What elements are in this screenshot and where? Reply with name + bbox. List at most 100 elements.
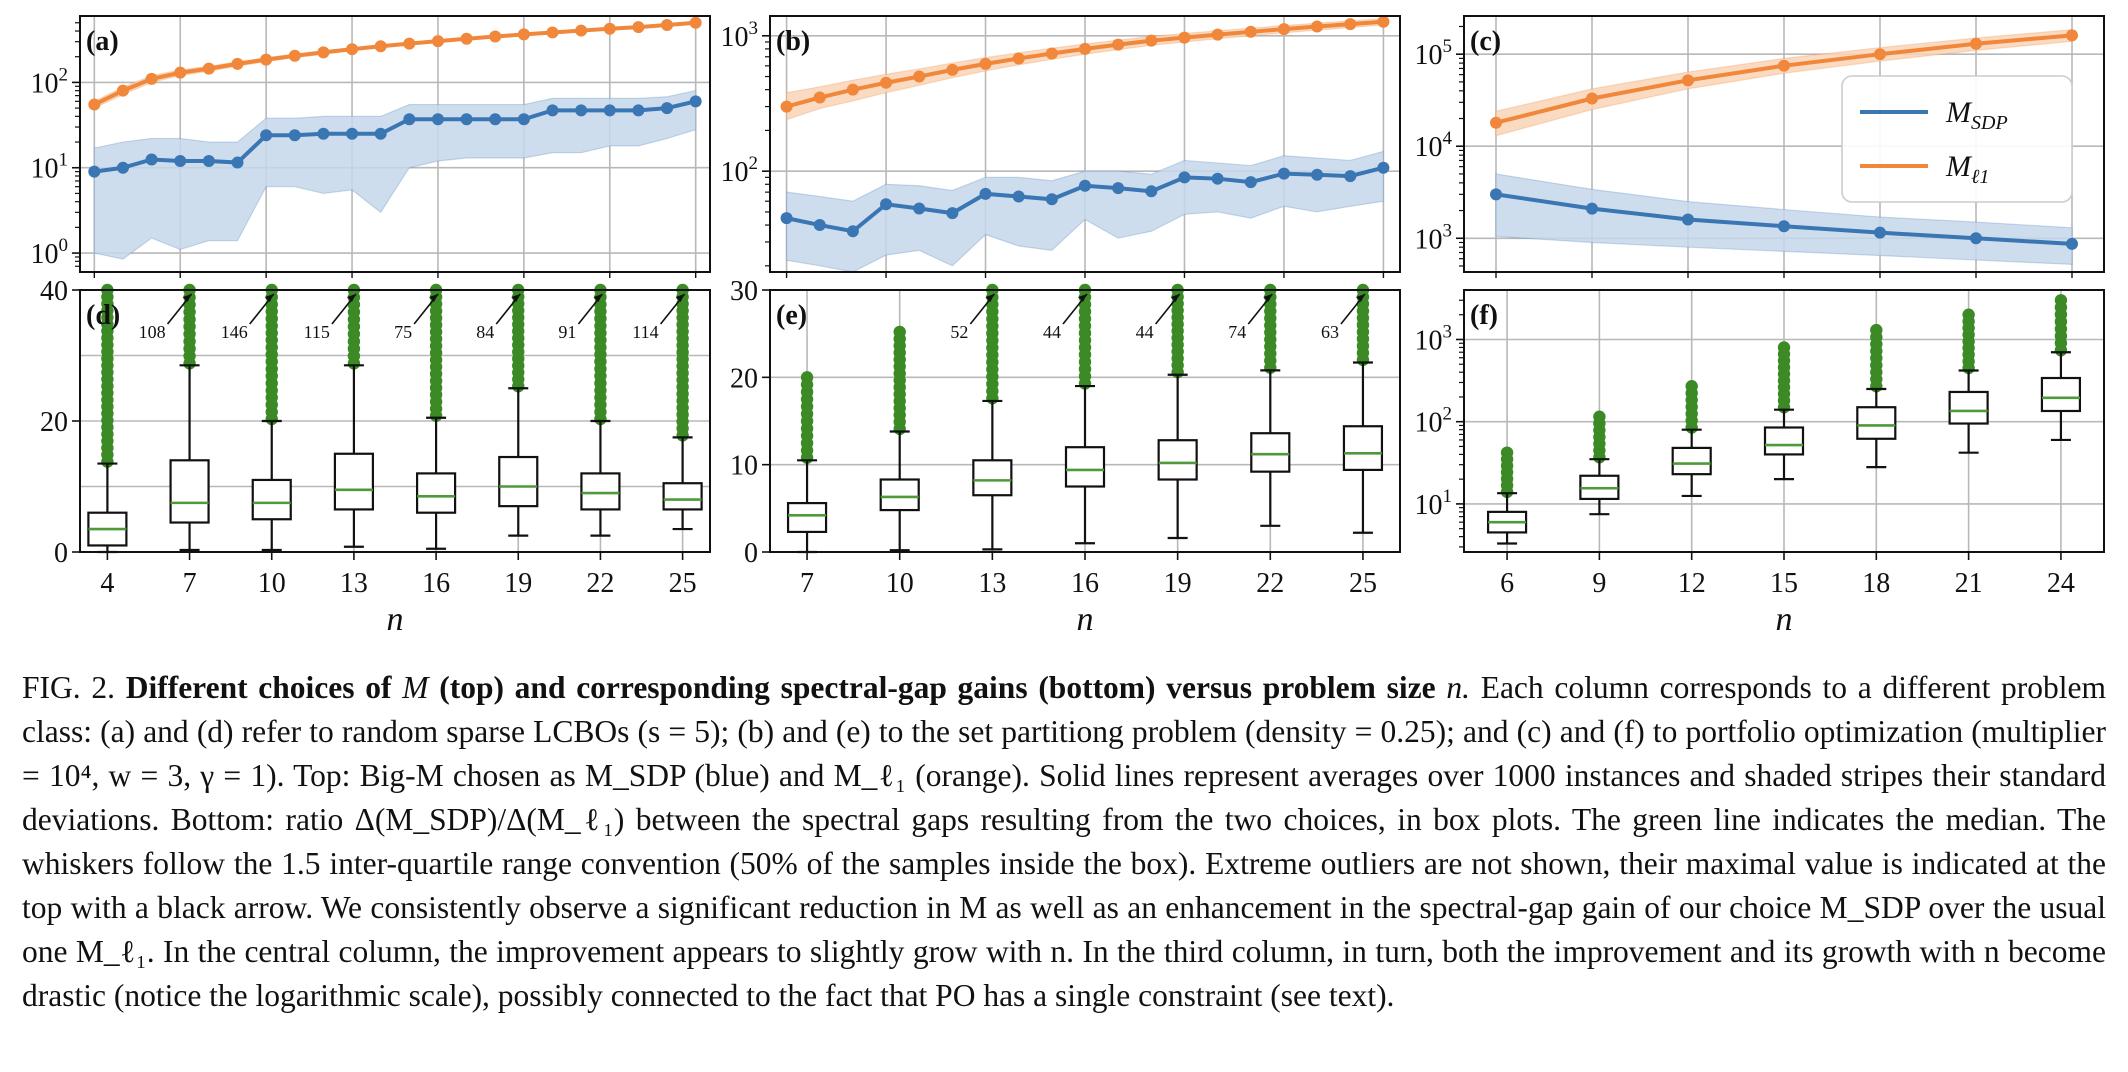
series-l1-point [946,63,959,76]
series-sdp-point [1586,202,1598,215]
x-tick-label: 19 [1164,568,1192,599]
series-l1-point [1012,52,1025,65]
series-sdp-point [813,219,826,232]
y-tick-label: 40 [40,276,68,307]
series-l1-point [1079,42,1091,55]
box-body [662,482,703,511]
series-sdp-point [517,113,530,126]
x-tick-label: 15 [1770,568,1798,599]
x-tick-label: 7 [183,568,197,599]
series-l1-point [1211,28,1224,41]
box-outlier [1500,446,1514,459]
box-body [1856,406,1897,440]
series-l1-point [517,28,530,41]
series-sdp-point [2066,237,2078,250]
y-tick-label: 102 [31,64,69,99]
series-sdp-point [1970,232,1982,245]
series-sdp-point [632,104,645,117]
series-sdp-point [317,127,330,140]
y-tick-label: 20 [40,407,68,438]
series-sdp-point [1344,170,1357,183]
series-l1-line [93,20,696,107]
caption-m-symbol: M [402,670,429,705]
max-arrow-label: 84 [476,322,494,342]
y-tick-label: 101 [31,150,69,185]
series-sdp-point [1244,176,1257,189]
series-sdp-point [603,104,616,117]
caption-n-symbol: n. [1446,670,1470,705]
series-sdp-point [846,225,859,238]
series-l1-point [374,40,387,53]
panel-d: 0 20 40 108 146 115 75 84 91 114 (d) 4 7 10 13 16 19 22 25… [40,276,711,630]
y-tick-label-text: 101 [1415,486,1453,521]
series-sdp-point [575,104,588,117]
caption-fig-label: FIG. 2. [22,670,115,705]
max-arrow-head [675,294,685,302]
y-tick-label-text: 101 [31,150,69,185]
series-sdp-point [346,127,359,140]
y-tick-label: 105 [1415,36,1453,71]
series-sdp-point [689,95,702,108]
series-sdp-point [374,127,387,140]
series-l1-point [1244,25,1257,38]
series-l1-point [1311,20,1324,33]
box-body [972,459,1013,497]
legend-label: Mℓ1 [1945,150,1989,188]
x-tick-label: 16 [422,568,450,599]
x-tick-label: 13 [978,568,1006,599]
max-arrow-label: 75 [394,322,412,342]
series-l1-point [780,100,793,113]
panel-label: (b) [776,26,810,57]
max-arrow-label: 108 [139,322,166,342]
y-tick-label: 102 [1415,404,1453,439]
panel-frame [79,289,711,553]
x-tick-label: 10 [886,568,914,599]
series-sdp-point [880,198,893,211]
x-tick-label: 18 [1862,568,1890,599]
panel-label: (a) [86,26,119,57]
series-l1-point [661,19,674,32]
y-tick-label-text: 103 [721,18,759,53]
box-body [1948,390,1989,425]
max-arrow-label: 74 [1228,322,1246,342]
y-tick-label-text: 103 [1415,220,1453,255]
x-tick-label: 19 [504,568,532,599]
series-l1-point [1490,116,1502,129]
box-outlier [1685,380,1698,393]
series-sdp-point [1682,213,1694,226]
series-l1-point [116,84,129,97]
max-arrow-label: 146 [221,322,248,342]
panel-f: 101 102 103 (f) 6 9 12 15 18 21 24 n [1415,289,2105,630]
panel-a: 100 101 102 (a) [31,15,711,278]
series-l1-point [632,21,645,34]
series-l1-point [346,43,359,56]
series-l1-point [1145,34,1158,47]
box-body [580,472,621,511]
y-tick-label: 104 [1415,128,1453,163]
series-l1-point [317,46,330,59]
series-sdp-point [1490,188,1502,201]
series-l1-point [174,66,187,79]
x-tick-label: 7 [800,568,814,599]
max-arrow-head [593,294,603,302]
series-l1-point [1377,15,1390,28]
series-sdp-point [116,161,129,174]
panel-e: 0 10 20 30 52 44 44 74 63 (e) 7 10 13 16 19 22 25 n [730,276,1401,630]
series-l1-point [1778,59,1790,72]
box-body [1064,446,1106,488]
series-l1-point [1586,92,1598,105]
series-l1-point [575,24,588,37]
series-sdp-point [1012,190,1025,203]
y-tick-label: 101 [1415,486,1453,521]
series-sdp-point [1778,220,1790,233]
series-l1-point [1344,18,1357,31]
x-axis-label: n [1077,601,1094,630]
series-l1-point [88,98,101,111]
series-sdp-point [1079,179,1091,192]
y-tick-label: 102 [721,153,759,188]
y-tick-label: 10 [730,451,758,482]
max-arrow-head [1355,294,1365,302]
box-body [415,472,457,514]
series-sdp-point [231,156,244,169]
series-l1-point [1682,74,1694,87]
